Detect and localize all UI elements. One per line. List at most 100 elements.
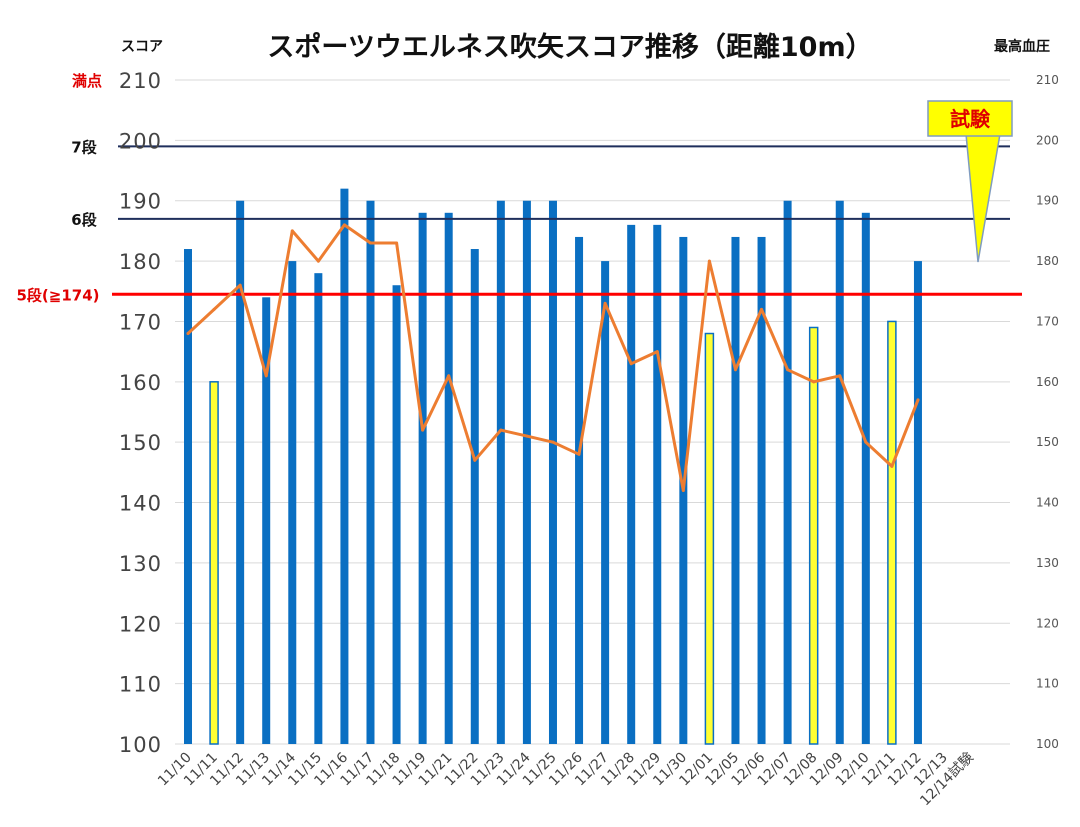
line-series xyxy=(186,223,920,492)
bar xyxy=(653,224,662,744)
y-tick-label: 170 xyxy=(119,310,162,334)
bar xyxy=(548,200,557,744)
line-point xyxy=(447,374,451,378)
y-tick-label: 180 xyxy=(119,250,162,274)
y2-tick-label: 200 xyxy=(1036,133,1059,147)
callout-text: 試験 xyxy=(950,107,991,131)
bar-highlighted xyxy=(209,381,219,745)
bar xyxy=(913,261,922,744)
y2-tick-label: 100 xyxy=(1036,737,1059,751)
line-point xyxy=(551,440,555,444)
callout-pointer xyxy=(965,133,1001,263)
line-point xyxy=(890,464,894,468)
y2-tick-label: 170 xyxy=(1036,314,1059,328)
line-point xyxy=(916,398,920,402)
y2-tick-label: 190 xyxy=(1036,194,1059,208)
bar xyxy=(861,212,870,745)
line-point xyxy=(733,368,737,372)
y-tick-label: 140 xyxy=(119,492,162,516)
line-point xyxy=(525,434,529,438)
line-point xyxy=(395,241,399,245)
reference-label: 満点 xyxy=(72,72,102,90)
bar xyxy=(418,212,427,745)
bar xyxy=(288,261,297,744)
y-tick-label: 190 xyxy=(119,190,162,214)
reference-lines: 満点 7段 6段 5段(≧174) xyxy=(16,72,1022,304)
bar-series xyxy=(184,188,922,745)
y-tick-label: 120 xyxy=(119,612,162,636)
bar xyxy=(731,236,740,745)
line-point xyxy=(760,307,764,311)
line-point xyxy=(603,301,607,305)
y2-axis-ticks: 100 110 120 130 140 150 160 170 180 190 200 210 xyxy=(1036,73,1059,751)
bar xyxy=(835,200,844,744)
line-point xyxy=(786,368,790,372)
y2-tick-label: 180 xyxy=(1036,254,1059,268)
y-axis-ticks: 100 110 120 130 140 150 160 170 180 190 200 210 xyxy=(119,69,162,757)
y-tick-label: 200 xyxy=(119,129,162,153)
bar xyxy=(575,236,584,745)
line-point xyxy=(186,332,190,336)
reference-label: 7段 xyxy=(71,138,96,156)
callout-box xyxy=(927,100,1013,137)
line-point xyxy=(812,380,816,384)
line-point xyxy=(212,307,216,311)
bar xyxy=(366,200,375,744)
bar xyxy=(522,200,531,744)
y-tick-label: 150 xyxy=(119,431,162,455)
y-axis-label: スコア xyxy=(121,39,163,55)
reference-label: 5段(≧174) xyxy=(16,286,99,304)
line-point xyxy=(681,488,685,492)
bar xyxy=(340,188,349,744)
y2-tick-label: 150 xyxy=(1036,435,1059,449)
bar xyxy=(601,261,610,744)
y-tick-label: 100 xyxy=(119,733,162,757)
exam-callout: 試験 xyxy=(927,100,1013,263)
line-point xyxy=(316,259,320,263)
line-point xyxy=(629,362,633,366)
x-axis-ticks: 11/1011/1111/1211/1311/1411/1511/1611/17… xyxy=(155,749,977,809)
line-point xyxy=(838,374,842,378)
line-point xyxy=(342,223,346,227)
bar xyxy=(236,200,245,744)
line-point xyxy=(655,350,659,354)
line-point xyxy=(421,428,425,432)
bar xyxy=(757,236,766,745)
line-point xyxy=(707,259,711,263)
line-point xyxy=(290,229,294,233)
line-point xyxy=(238,283,242,287)
bar xyxy=(314,273,323,744)
y2-tick-label: 210 xyxy=(1036,73,1059,87)
bar xyxy=(262,297,271,744)
bar xyxy=(496,200,505,744)
y2-tick-label: 130 xyxy=(1036,556,1059,570)
y-tick-label: 210 xyxy=(119,69,162,93)
y2-tick-label: 140 xyxy=(1036,496,1059,510)
y2-tick-label: 120 xyxy=(1036,616,1059,630)
y-tick-label: 130 xyxy=(119,552,162,576)
bar-highlighted xyxy=(704,332,715,745)
line-point xyxy=(264,374,268,378)
chart-title: スポーツウエルネス吹矢スコア推移（距離10m） xyxy=(267,31,872,63)
line-point xyxy=(473,458,477,462)
line-point xyxy=(499,428,503,432)
reference-label: 6段 xyxy=(71,211,96,229)
bar xyxy=(627,224,636,744)
line-point xyxy=(864,440,868,444)
bar-highlighted xyxy=(808,326,819,745)
y-tick-label: 160 xyxy=(119,371,162,395)
y2-tick-label: 160 xyxy=(1036,375,1059,389)
y2-axis-label: 最高血圧 xyxy=(994,38,1050,55)
line-point xyxy=(368,241,372,245)
bar xyxy=(184,249,192,744)
bar xyxy=(444,212,453,745)
line-point xyxy=(577,452,581,456)
bar-highlighted xyxy=(887,320,897,745)
bar xyxy=(470,249,479,744)
y2-tick-label: 110 xyxy=(1036,677,1059,691)
y-tick-label: 110 xyxy=(119,673,162,697)
gridlines xyxy=(175,79,1010,745)
bar xyxy=(392,285,401,744)
bar xyxy=(783,200,792,744)
